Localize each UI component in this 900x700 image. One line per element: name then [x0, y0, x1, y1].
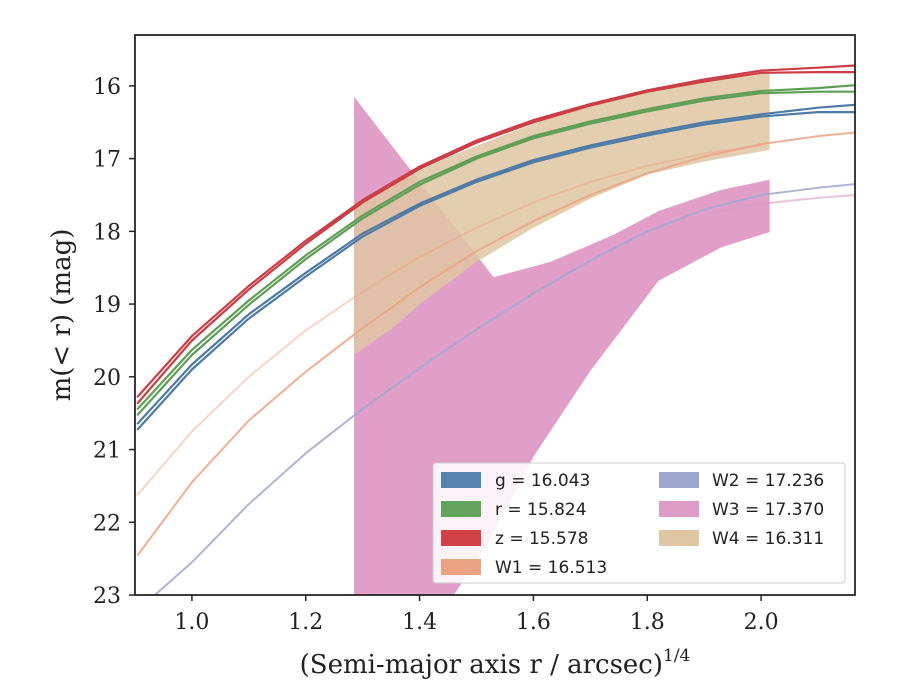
band-w4-16-311-11 [354, 73, 770, 355]
y-tick-label-23: 23 [93, 584, 121, 609]
x-tick-label-2.0: 2.0 [744, 610, 779, 635]
legend-label-1: r = 15.824 [495, 500, 587, 520]
legend-patch-2 [441, 530, 481, 546]
legend-patch-1 [441, 501, 481, 517]
legend-patch-0 [441, 472, 481, 488]
legend-patch-6 [659, 530, 699, 546]
y-tick-label-22: 22 [93, 511, 121, 536]
line-w3-17-370-9 [706, 194, 855, 215]
line-r-15-824-2 [136, 90, 855, 416]
x-tick-label-1.6: 1.6 [516, 610, 551, 635]
line-w1-16-513-7 [136, 144, 763, 496]
plot-frame [134, 34, 856, 596]
legend-entries: g = 16.043 r = 15.824 z = 15.578 W1 = 16.51… [441, 471, 824, 578]
line-g-16-043-0 [136, 111, 855, 431]
y-tick-label-20: 20 [93, 366, 121, 391]
y-tick-label-19: 19 [93, 293, 121, 318]
line-w2-17-236-8 [153, 183, 855, 595]
y-tick-label-16: 16 [93, 75, 121, 100]
legend-patch-4 [659, 472, 699, 488]
y-axis-label: m(< r) (mag) [47, 229, 77, 402]
legend-label-6: W4 = 16.311 [712, 529, 824, 549]
line-z-15-578-4 [136, 71, 855, 405]
legend-label-3: W1 = 16.513 [495, 558, 607, 578]
x-tick-label-1.2: 1.2 [288, 610, 323, 635]
line-g-16-043-1 [136, 103, 855, 425]
legend: g = 16.043 r = 15.824 z = 15.578 W1 = 16.51… [432, 462, 846, 584]
legend-label-4: W2 = 17.236 [712, 471, 824, 491]
legend-patch-3 [441, 559, 481, 575]
legend-label-5: W3 = 17.370 [712, 500, 824, 520]
legend-label-0: g = 16.043 [495, 471, 590, 491]
ticks-layer: 1.0 1.2 1.4 1.6 1.8 2.0 16 17 18 19 20 21 22 23 [93, 75, 779, 635]
line-z-15-578-5 [136, 64, 855, 398]
legend-label-2: z = 15.578 [495, 529, 588, 549]
legend-patch-5 [659, 501, 699, 517]
legend-box [432, 462, 846, 584]
line-r-15-824-3 [136, 84, 855, 410]
y-tick-label-17: 17 [93, 148, 121, 173]
x-tick-label-1.8: 1.8 [630, 610, 665, 635]
x-tick-label-1.4: 1.4 [402, 610, 437, 635]
x-tick-label-1.0: 1.0 [174, 610, 209, 635]
y-tick-label-18: 18 [93, 220, 121, 245]
y-tick-label-21: 21 [93, 439, 121, 464]
line-w1-16-513-6 [136, 131, 855, 556]
x-axis-label: (Semi-major axis r / arcsec)1/4 [300, 646, 691, 680]
